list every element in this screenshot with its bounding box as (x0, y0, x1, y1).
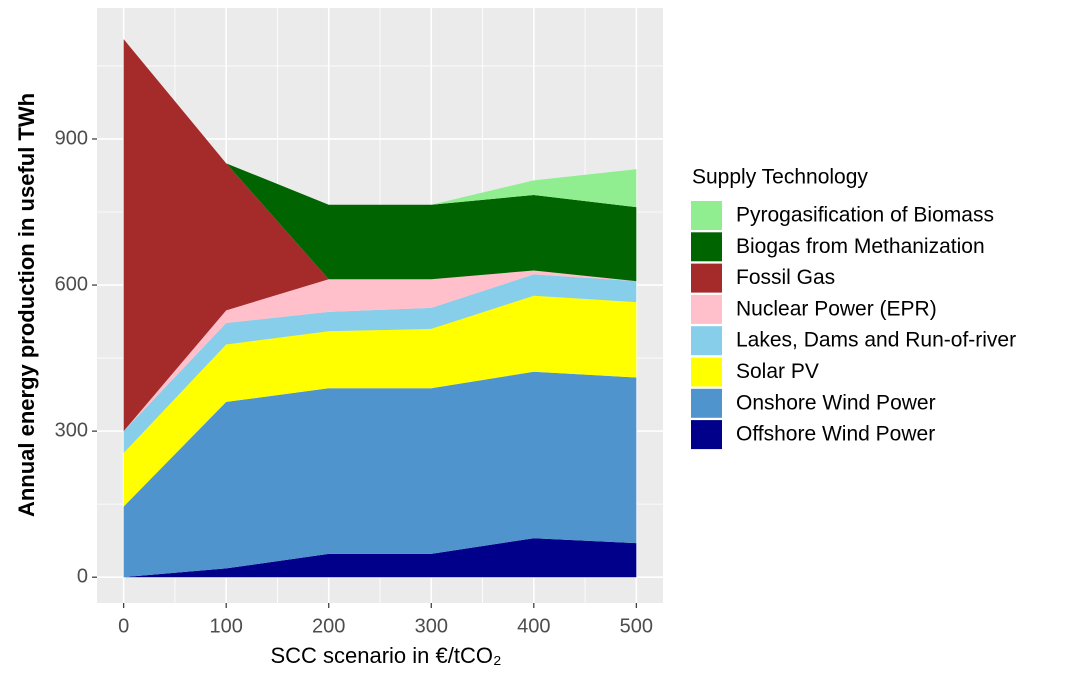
x-tick-label: 100 (210, 615, 243, 637)
legend-label: Solar PV (736, 360, 819, 383)
y-tick-label: 900 (55, 127, 88, 149)
legend-key (691, 420, 722, 450)
x-tick-label: 300 (415, 615, 448, 637)
x-tick-label: 400 (517, 615, 550, 637)
legend-key (691, 263, 722, 293)
x-axis-title: SCC scenario in €/tCO₂ (270, 643, 501, 668)
y-tick-label: 600 (55, 273, 88, 295)
legend-label: Fossil Gas (736, 266, 835, 289)
legend-key (691, 357, 722, 387)
legend-key (691, 294, 722, 324)
y-axis-title: Annual energy production in useful TWh (14, 93, 39, 517)
y-tick-label: 300 (55, 419, 88, 441)
area (123, 39, 637, 208)
legend-key (691, 201, 722, 230)
legend-title: Supply Technology (692, 166, 868, 189)
area (123, 39, 637, 432)
x-tick-label: 500 (620, 615, 653, 637)
legend-label: Biogas from Methanization (736, 235, 985, 258)
legend-label: Pyrogasification of Biomass (736, 204, 994, 227)
legend-label: Lakes, Dams and Run-of-river (736, 329, 1016, 352)
legend-key (691, 232, 722, 262)
area (123, 371, 637, 578)
legend-label: Onshore Wind Power (736, 391, 936, 414)
area (123, 295, 637, 507)
legend-key (691, 326, 722, 356)
area (123, 274, 637, 454)
legend-key (691, 388, 722, 418)
y-tick-label: 0 (77, 565, 88, 587)
legend-label: Offshore Wind Power (736, 423, 935, 446)
area (123, 270, 637, 432)
x-tick-label: 0 (118, 615, 129, 637)
legend-label: Nuclear Power (EPR) (736, 297, 937, 320)
area (123, 538, 637, 578)
area (123, 39, 637, 282)
x-tick-label: 200 (312, 615, 345, 637)
